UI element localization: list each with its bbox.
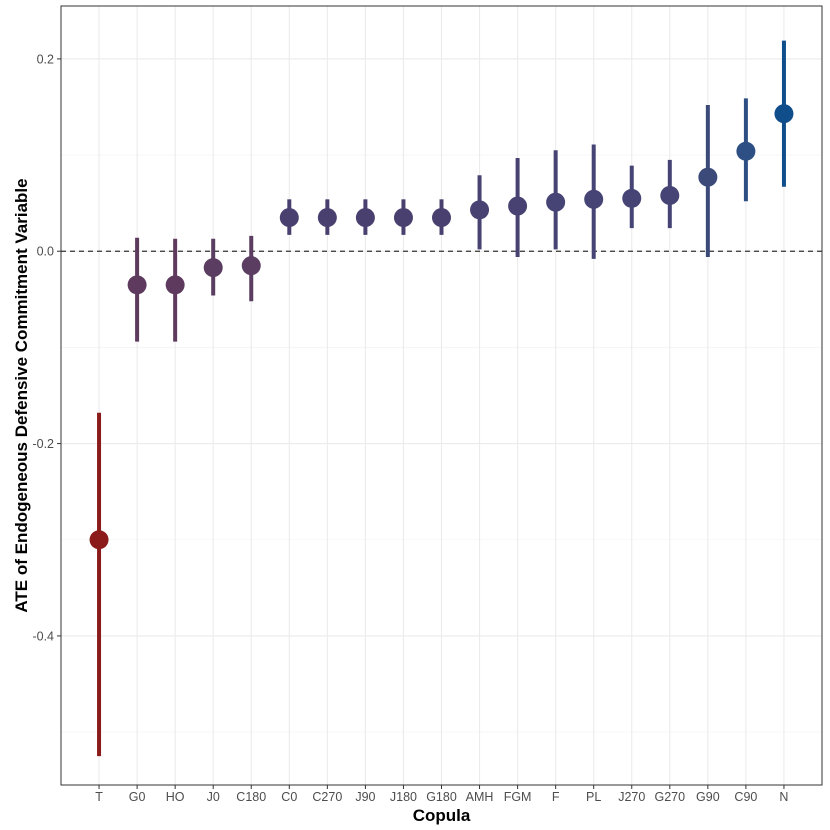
x-tick-label-c270: C270 <box>312 790 342 804</box>
x-tick-label-c180: C180 <box>236 790 266 804</box>
x-tick-label-j180: J180 <box>390 790 417 804</box>
x-axis-ticks: T G0 HO J0 C180 C0 C270 J90 J180 G180 AMH FGM F PL J27… <box>95 785 788 804</box>
x-tick-label-fgm: FGM <box>504 790 532 804</box>
point-estimates <box>89 104 794 550</box>
x-axis-title: Copula <box>413 806 471 825</box>
y-tick-label: -0.4 <box>32 629 54 643</box>
x-tick-label-g90: G90 <box>696 790 720 804</box>
y-tick-label: -0.2 <box>32 437 54 451</box>
point-amh <box>470 200 490 220</box>
x-tick-label-g0: G0 <box>129 790 146 804</box>
point-j270 <box>622 188 642 208</box>
point-c270 <box>317 208 337 228</box>
x-tick-label-j90: J90 <box>355 790 375 804</box>
grid <box>61 6 822 785</box>
y-tick-label: 0.0 <box>37 245 54 259</box>
point-g270 <box>660 185 680 205</box>
y-axis-ticks: -0.4 -0.2 0.0 0.2 <box>32 52 61 643</box>
x-tick-label-pl: PL <box>586 790 601 804</box>
point-n <box>774 104 794 124</box>
y-axis-title: ATE of Endogeneous Defensive Commitment … <box>12 178 31 612</box>
x-tick-label-n: N <box>779 790 788 804</box>
point-ho <box>165 275 185 295</box>
point-j180 <box>393 208 413 228</box>
x-tick-label-g270: G270 <box>655 790 686 804</box>
point-c180 <box>241 256 261 276</box>
point-fgm <box>508 196 528 216</box>
x-tick-label-c90: C90 <box>734 790 757 804</box>
x-tick-label-t: T <box>95 790 103 804</box>
x-tick-label-j0: J0 <box>207 790 220 804</box>
point-g180 <box>432 208 451 228</box>
y-tick-label: 0.2 <box>37 52 54 66</box>
x-tick-label-c0: C0 <box>281 790 297 804</box>
x-tick-label-f: F <box>552 790 560 804</box>
point-g90 <box>698 167 718 187</box>
point-pl <box>584 189 604 209</box>
point-c0 <box>279 208 299 228</box>
x-tick-label-j270: J270 <box>618 790 645 804</box>
point-c90 <box>736 141 756 161</box>
x-tick-label-amh: AMH <box>466 790 494 804</box>
point-j90 <box>355 208 375 228</box>
point-f <box>546 192 566 212</box>
x-tick-label-ho: HO <box>166 790 185 804</box>
point-t <box>89 530 109 550</box>
point-g0 <box>127 275 147 295</box>
x-tick-label-g180: G180 <box>426 790 457 804</box>
point-j0 <box>203 258 223 278</box>
